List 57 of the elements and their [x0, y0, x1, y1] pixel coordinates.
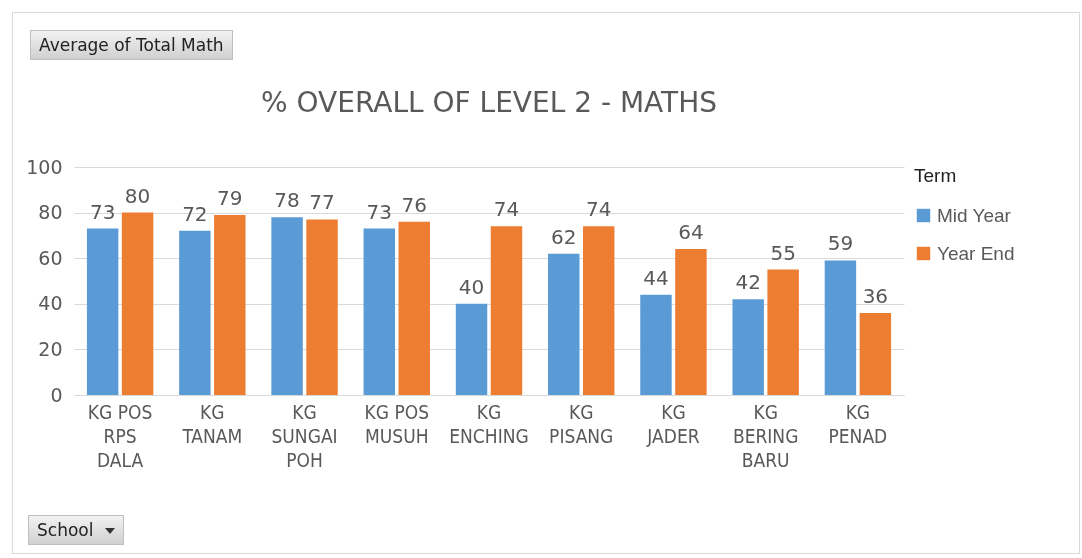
- y-tick-label: 40: [38, 292, 63, 315]
- x-tick-label: KG SUNGAI POH: [271, 400, 338, 471]
- bar: [271, 217, 303, 395]
- y-tick-label: 100: [26, 155, 63, 178]
- legend-title: Term: [914, 165, 957, 186]
- x-tick-label: KG PISANG: [549, 400, 614, 447]
- x-tick-label: KG BERING BARU: [732, 400, 799, 471]
- bar: [582, 226, 615, 395]
- bar: [675, 249, 707, 395]
- data-label: 74: [493, 197, 520, 222]
- data-label: 59: [827, 231, 854, 256]
- data-label: 62: [551, 224, 577, 249]
- y-tick-label: 80: [38, 201, 63, 224]
- x-tick-label: KG POS RPS DALA: [87, 400, 153, 471]
- data-label: 76: [401, 192, 427, 217]
- bar: [824, 260, 857, 395]
- data-label: 40: [458, 274, 485, 299]
- bar: [732, 299, 764, 395]
- y-tick-label: 0: [50, 383, 63, 406]
- data-label: 78: [274, 188, 300, 213]
- bar: [640, 294, 672, 395]
- bar: [859, 312, 892, 395]
- x-tick-label: KG TANAM: [181, 400, 243, 447]
- x-tick-label: KG JADER: [646, 400, 700, 447]
- x-axis-title: School: [28, 515, 125, 545]
- y-tick-label: 20: [38, 337, 63, 360]
- text: Average of Total Math: [30, 30, 233, 60]
- data-label: 64: [678, 220, 704, 245]
- bar: [214, 214, 246, 395]
- legend-label: Mid Year: [937, 204, 1012, 226]
- bar: [490, 226, 523, 395]
- bar: [86, 228, 119, 395]
- data-label: 42: [735, 270, 761, 295]
- data-label: 44: [643, 265, 669, 290]
- legend-label: Year End: [937, 242, 1015, 264]
- x-tick-label: KG ENCHING: [449, 400, 529, 447]
- bar: [548, 253, 580, 395]
- data-label: 72: [182, 201, 208, 226]
- x-tick-label: KG POS MUSUH: [364, 400, 430, 447]
- data-label: 80: [124, 183, 151, 208]
- chart-title: % OVERALL OF LEVEL 2 - MATHS: [261, 86, 717, 119]
- bar: [398, 221, 430, 395]
- bar: [306, 219, 338, 395]
- data-label: 74: [585, 197, 612, 222]
- bar: [179, 230, 211, 395]
- bar: [455, 303, 488, 395]
- data-label: 36: [862, 283, 889, 308]
- data-label: 73: [89, 199, 116, 224]
- data-label: 55: [770, 240, 796, 265]
- data-label: 73: [366, 199, 393, 224]
- y-tick-label: 60: [38, 246, 63, 269]
- bar: [363, 228, 396, 395]
- data-label: 79: [217, 185, 243, 210]
- bar: [121, 212, 154, 395]
- x-tick-label: KG PENAD: [828, 400, 888, 447]
- bar: [767, 269, 799, 395]
- data-label: 77: [309, 190, 335, 215]
